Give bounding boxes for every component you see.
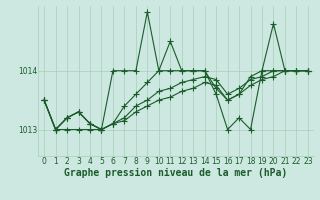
X-axis label: Graphe pression niveau de la mer (hPa): Graphe pression niveau de la mer (hPa) xyxy=(64,168,288,178)
